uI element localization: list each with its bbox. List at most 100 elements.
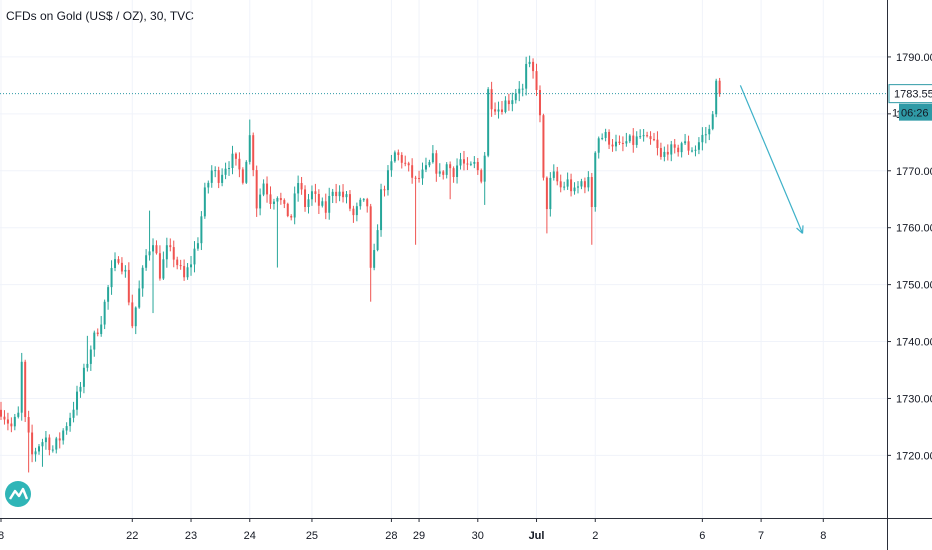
candle-body (373, 250, 376, 268)
candle-body (234, 153, 237, 159)
candle-body (152, 245, 155, 252)
candle-body (452, 168, 455, 177)
candle-body (134, 307, 137, 327)
x-axis-ticks[interactable]: 8 22 23 24 25 28 29 30 Jul 2 6 7 8 (0, 518, 826, 542)
candle-body (525, 63, 528, 89)
candle-body (207, 182, 210, 188)
candle-body (445, 164, 448, 175)
candle-body (124, 269, 127, 272)
candle-body (504, 100, 507, 112)
bar-countdown: 06:26 (901, 108, 929, 120)
candle-body (331, 191, 334, 196)
candle-body (248, 135, 251, 162)
candle-body (44, 437, 47, 443)
candle-body (642, 135, 645, 137)
candle-body (48, 437, 51, 451)
candle-body (366, 199, 369, 207)
candle-body (252, 135, 255, 171)
candle-body (628, 135, 631, 142)
candle-body (228, 168, 231, 170)
grid (0, 0, 887, 518)
candle-body (476, 161, 479, 171)
candle-body (639, 136, 642, 138)
candle-body (594, 152, 597, 208)
candle-body (718, 80, 721, 94)
candle-body (141, 267, 144, 289)
candle-body (217, 170, 220, 183)
current-price-tag: 1783.55 1 06:26 (888, 84, 932, 121)
candle-body (27, 417, 30, 433)
candle-body (618, 141, 621, 143)
candle-body (614, 141, 617, 147)
candle-body (34, 451, 37, 455)
candle-body (442, 171, 445, 175)
candle-body (176, 259, 179, 266)
candle-body (328, 195, 331, 213)
candle-body (293, 193, 296, 218)
candle-body (587, 177, 590, 188)
candle-body (200, 216, 203, 244)
candle-body (459, 159, 462, 166)
candle-body (190, 264, 193, 268)
x-tick-label: 7 (758, 530, 764, 542)
candle-body (635, 136, 638, 145)
candle-body (214, 170, 217, 172)
x-tick-label: 23 (185, 530, 197, 542)
candle-body (338, 191, 341, 197)
candle-body (131, 302, 134, 327)
candle-body (390, 161, 393, 171)
candle-body (58, 438, 61, 441)
candle-body (221, 174, 224, 183)
candle-body (380, 189, 383, 231)
candle-body (659, 148, 662, 157)
candle-body (383, 189, 386, 191)
candle-body (456, 165, 459, 177)
candle-body (345, 194, 348, 198)
candle-body (193, 248, 196, 265)
candle-body (310, 191, 313, 200)
x-tick-label: 8 (820, 530, 826, 542)
candle-body (155, 245, 158, 254)
candle-body (100, 324, 103, 335)
y-tick-label: 1750.00 (896, 280, 932, 292)
candle-body (701, 134, 704, 143)
candle-body (355, 206, 358, 216)
candle-body (656, 139, 659, 149)
candle-body (708, 128, 711, 135)
candle-body (17, 412, 20, 417)
candle-body (684, 141, 687, 144)
tradingview-logo-icon[interactable] (5, 481, 31, 507)
candle-body (72, 409, 75, 418)
candle-body (127, 269, 130, 303)
candle-body (245, 161, 248, 183)
candle-body (511, 100, 514, 105)
candle-body (62, 430, 65, 441)
candle-body (342, 191, 345, 198)
arrow-head (796, 227, 803, 234)
x-tick-label: 25 (306, 530, 318, 542)
candle-body (570, 179, 573, 192)
candle-body (317, 193, 320, 206)
candle-body (697, 142, 700, 150)
candle-body (186, 267, 189, 278)
candle-body (625, 141, 628, 144)
candle-body (528, 61, 531, 64)
candle-body (196, 243, 199, 249)
candle-body (711, 114, 714, 129)
candle-body (13, 416, 16, 427)
candle-body (300, 183, 303, 190)
forecast-arrow[interactable] (739, 85, 804, 234)
candle-body (162, 259, 165, 279)
x-tick-label: 30 (472, 530, 484, 542)
candle-body (414, 177, 417, 179)
candle-body (31, 432, 34, 455)
candle-body (514, 93, 517, 101)
candle-body (393, 152, 396, 162)
candle-body (428, 162, 431, 166)
candle-body (418, 177, 421, 179)
y-tick-label: 1760.00 (896, 223, 932, 235)
candle-body (649, 136, 652, 140)
candle-body (96, 332, 99, 335)
